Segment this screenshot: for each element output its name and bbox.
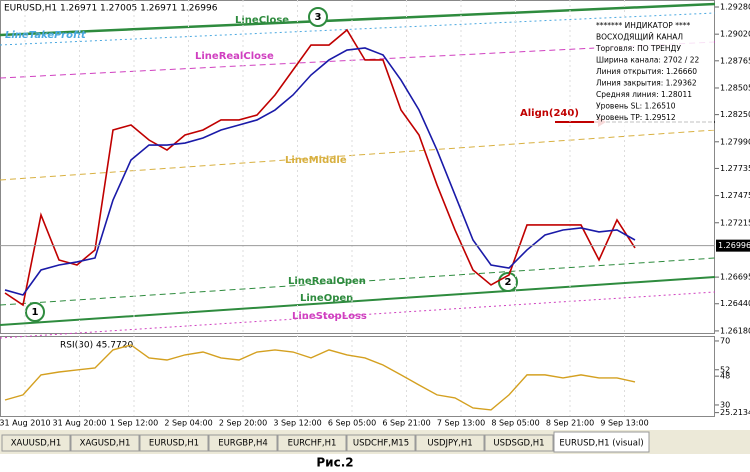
marker [25,302,45,322]
info-line: Средняя линия: 1.28011 [596,90,692,99]
y-tick-label: 48 [720,372,730,381]
info-line: Ширина канала: 2702 / 22 [596,56,699,65]
x-tick-label: 6 Sep 05:00 [328,419,376,428]
tab[interactable] [553,431,650,453]
current-price-label: 1.26996 [718,241,750,250]
y-tick-label: 30 [720,400,730,409]
tab[interactable] [139,434,209,452]
y-tick-label: 1.28505 [720,83,750,92]
marker-label: 2 [505,277,512,288]
info-box [594,20,714,130]
x-tick-label: 7 Sep 13:00 [437,419,485,428]
y-tick-label: 52 [720,365,730,374]
line-close [0,2,716,37]
y-tick-label: 1.27475 [720,191,750,200]
marker-label: 1 [32,307,39,318]
symbol-header: EURUSD,H1 1.26971 1.27005 1.26971 1.2699… [4,4,218,14]
info-line: Линия открытия: 1.26660 [596,67,697,76]
rsi-title: RSI(30) 45.7720 [60,341,133,351]
y-tick-label: 1.28765 [720,56,750,65]
tab[interactable] [346,434,416,452]
tab-label[interactable]: USDSGD,H1 [493,439,544,449]
marker-label: 3 [315,12,322,23]
tab-label[interactable]: XAGUSD,H1 [80,439,131,449]
tab-label[interactable]: USDCHF,M15 [353,439,409,449]
series-line [4,47,636,296]
line-open [0,276,716,326]
tab[interactable] [70,434,140,452]
tab[interactable] [277,434,347,452]
tab-label[interactable]: XAUUSD,H1 [11,439,62,449]
tab-label[interactable]: EURCHF,H1 [288,439,337,449]
info-line: Линия закрытия: 1.29362 [596,79,697,88]
info-line: ВОСХОДЯЩИЙ КАНАЛ [596,33,683,42]
current-price-box [716,239,750,252]
x-tick-label: 8 Sep 21:00 [546,419,594,428]
tab[interactable] [484,434,554,452]
y-tick-label: 1.29280 [720,3,750,12]
info-line: ******* ИНДИКАТОР **** [596,21,690,30]
tab[interactable] [1,434,71,452]
y-tick-label: 1.27215 [720,218,750,227]
rsi-frame [0,336,715,417]
line-take-profit [0,12,716,46]
x-tick-label: 31 Aug 2010 [0,419,51,428]
y-tick-label: 1.28250 [720,110,750,119]
tab-label[interactable]: EURGBP,H4 [218,439,268,449]
info-line: Уровень SL: 1.26510 [596,102,676,111]
x-tick-label: 6 Sep 21:00 [382,419,430,428]
tab-label[interactable]: EURUSD,H1 [149,439,199,449]
y-tick-label: 70 [720,336,730,345]
tab-label[interactable]: EURUSD,H1 (visual) [559,439,643,449]
y-tick-label: 1.26695 [720,273,750,282]
info-line: Уровень TP: 1.29512 [596,113,676,122]
label-align: Align(240) [520,108,579,119]
y-tick-label: 1.26180 [720,326,750,335]
label-real-close: LineRealClose [195,51,274,62]
x-tick-label: 2 Sep 20:00 [219,419,267,428]
x-tick-label: 1 Sep 12:00 [110,419,158,428]
y-tick-label: 1.29020 [720,30,750,39]
price-frame [0,0,715,334]
info-line: Торговля: ПО ТРЕНДУ [595,44,681,53]
label-open: LineOpen [300,293,353,304]
tab[interactable] [208,434,278,452]
x-tick-label: 3 Sep 12:00 [273,419,321,428]
y-tick-label: 1.26440 [720,299,750,308]
marker [308,7,328,27]
label-stop-loss: LineStopLoss [292,311,367,322]
y-tick-label: 1.27735 [720,164,750,173]
label-take-profit: LineTakeProfit [5,30,87,41]
label-real-open: LineRealOpen [288,276,366,287]
x-tick-label: 8 Sep 05:00 [491,419,539,428]
y-tick-label: 25.2134 [720,408,750,417]
label-middle: LineMiddle [285,155,347,166]
x-tick-label: 2 Sep 04:00 [164,419,212,428]
series-line [4,28,636,307]
caption: Рис.2 [316,456,353,470]
x-tick-label: 9 Sep 13:00 [600,419,648,428]
x-tick-label: 31 Aug 20:00 [53,419,107,428]
tab-label[interactable]: USDJPY,H1 [427,439,472,449]
y-tick-label: 1.27990 [720,137,750,146]
tab[interactable] [415,434,485,452]
label-close: LineClose [235,15,289,26]
series-line [4,344,636,411]
